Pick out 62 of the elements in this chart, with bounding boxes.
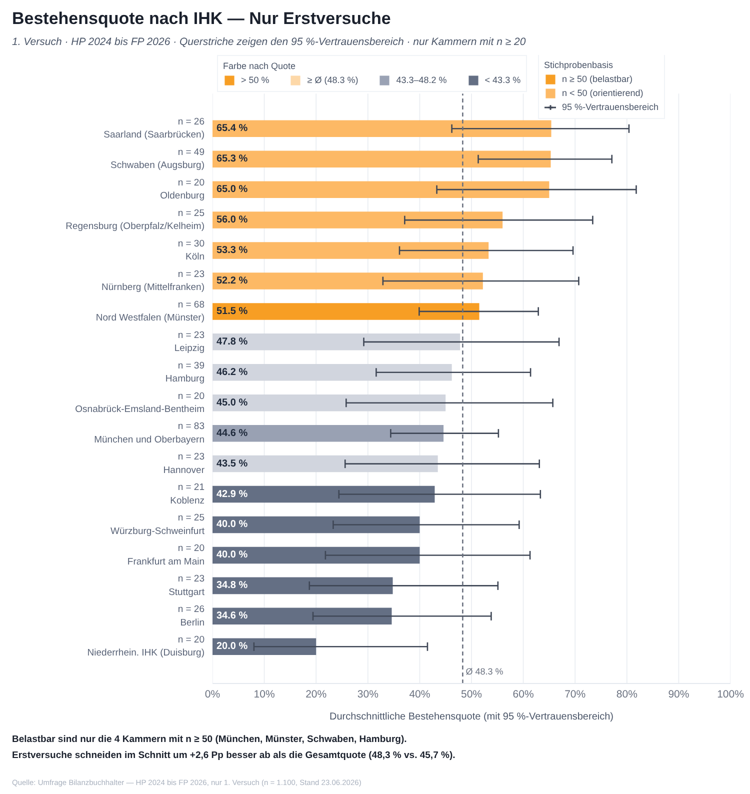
data-label: 52.2 % bbox=[216, 275, 248, 286]
data-label: 34.8 % bbox=[216, 580, 248, 592]
y-tick-label: n = 23 Leipzig bbox=[174, 330, 205, 354]
data-label: 42.9 % bbox=[216, 488, 248, 500]
data-label: 65.4 % bbox=[216, 123, 248, 134]
legend-label: < 43.3 % bbox=[484, 74, 521, 86]
y-tick-label: n = 83 München und Oberbayern bbox=[94, 421, 205, 446]
y-tick-label: n = 25 Regensburg (Oberpfalz/Kelheim) bbox=[66, 208, 205, 232]
x-tick-label: 20% bbox=[306, 688, 327, 700]
x-tick-label: 80% bbox=[616, 688, 638, 700]
y-tick-label: n = 21 Koblenz bbox=[170, 482, 205, 506]
legend-label: 95 %-Vertrauensbereich bbox=[562, 101, 659, 113]
data-label: 40.0 % bbox=[216, 519, 248, 530]
legend-title: Farbe nach Quote bbox=[223, 61, 297, 71]
x-axis-title: Durchschnittliche Bestehensquote (mit 95 %-Vertrauensbereich) bbox=[329, 712, 614, 722]
y-tick-label: n = 23 Nürnberg (Mittelfranken) bbox=[102, 268, 205, 294]
text: Stichprobenbasis bbox=[544, 60, 614, 70]
data-label: 44.6 % bbox=[216, 428, 248, 439]
x-tick-label: 0% bbox=[204, 688, 220, 700]
data-label: 20.0 % bbox=[216, 641, 248, 652]
y-tick-label: n = 23 Hannover bbox=[163, 452, 205, 476]
ref-line-label: Ø 48.3 % bbox=[466, 666, 504, 676]
y-tick-label: n = 25 Würzburg-Schweinfurt bbox=[110, 512, 205, 537]
legend-label: n ≥ 50 (belastbar) bbox=[562, 73, 632, 85]
x-tick-label: 100% bbox=[717, 688, 744, 700]
y-tick-label: n = 49 Schwaben (Augsburg) bbox=[110, 147, 205, 172]
text: Belastbar sind nur die 4 Kammern mit n ≥ 50 (München, Münster, Schwaben, Hamburg). bbox=[12, 733, 408, 747]
x-tick-label: 40% bbox=[409, 688, 430, 700]
y-tick-label: n = 20 Frankfurt am Main bbox=[127, 543, 205, 568]
data-label: 34.6 % bbox=[216, 610, 248, 622]
y-tick-label: n = 26 Saarland (Saarbrücken) bbox=[104, 116, 205, 141]
chart-subtitle: 1. Versuch · HP 2024 bis FP 2026 · Querstriche zeigen den 95 %-Vertrauensbereich · nur Kammern mit n ≥ 20 bbox=[11, 35, 526, 50]
y-tick-label: n = 26 Berlin bbox=[178, 604, 205, 628]
y-tick-label: n = 20 Niederrhein. IHK (Duisburg) bbox=[87, 634, 205, 659]
text: Erstversuche schneiden im Schnitt um +2,6 Pp besser ab als die Gesamtquote (48,3 % vs. 45,7 %). bbox=[12, 749, 456, 763]
y-tick-label: n = 68 Nord Westfalen (Münster) bbox=[96, 299, 205, 324]
data-label: 46.2 % bbox=[216, 366, 248, 378]
x-tick-label: 50% bbox=[460, 688, 482, 700]
y-tick-label: n = 30 Köln bbox=[178, 238, 205, 263]
x-tick-label: 30% bbox=[357, 688, 378, 700]
x-tick-label: 10% bbox=[254, 688, 275, 700]
data-label: 53.3 % bbox=[216, 245, 248, 256]
legend-label: > 50 % bbox=[241, 74, 270, 86]
legend-label: ≥ Ø (48.3 %) bbox=[307, 74, 358, 86]
y-tick-label: n = 39 Hamburg bbox=[165, 360, 205, 384]
data-label: 45.0 % bbox=[216, 397, 248, 408]
x-tick-label: 90% bbox=[668, 688, 690, 700]
legend-label: n < 50 (orientierend) bbox=[562, 87, 644, 99]
x-tick-label: 60% bbox=[512, 688, 534, 700]
y-tick-label: n = 20 Osnabrück-Emsland-Bentheim bbox=[75, 390, 205, 415]
data-label: 40.0 % bbox=[216, 550, 248, 561]
y-tick-label: n = 23 Stuttgart bbox=[168, 574, 205, 598]
x-tick-label: 70% bbox=[564, 688, 586, 700]
data-label: 51.5 % bbox=[216, 306, 248, 317]
chart-title: Bestehensquote nach IHK — Nur Erstversuche bbox=[11, 8, 391, 30]
data-label: 43.5 % bbox=[216, 458, 248, 470]
data-label: 56.0 % bbox=[216, 214, 248, 226]
data-label: 47.8 % bbox=[216, 336, 248, 348]
legend-label: 43.3–48.2 % bbox=[396, 74, 447, 86]
data-label: 65.3 % bbox=[216, 154, 248, 165]
y-tick-label: n = 20 Oldenburg bbox=[160, 177, 205, 202]
data-label: 65.0 % bbox=[216, 184, 248, 196]
